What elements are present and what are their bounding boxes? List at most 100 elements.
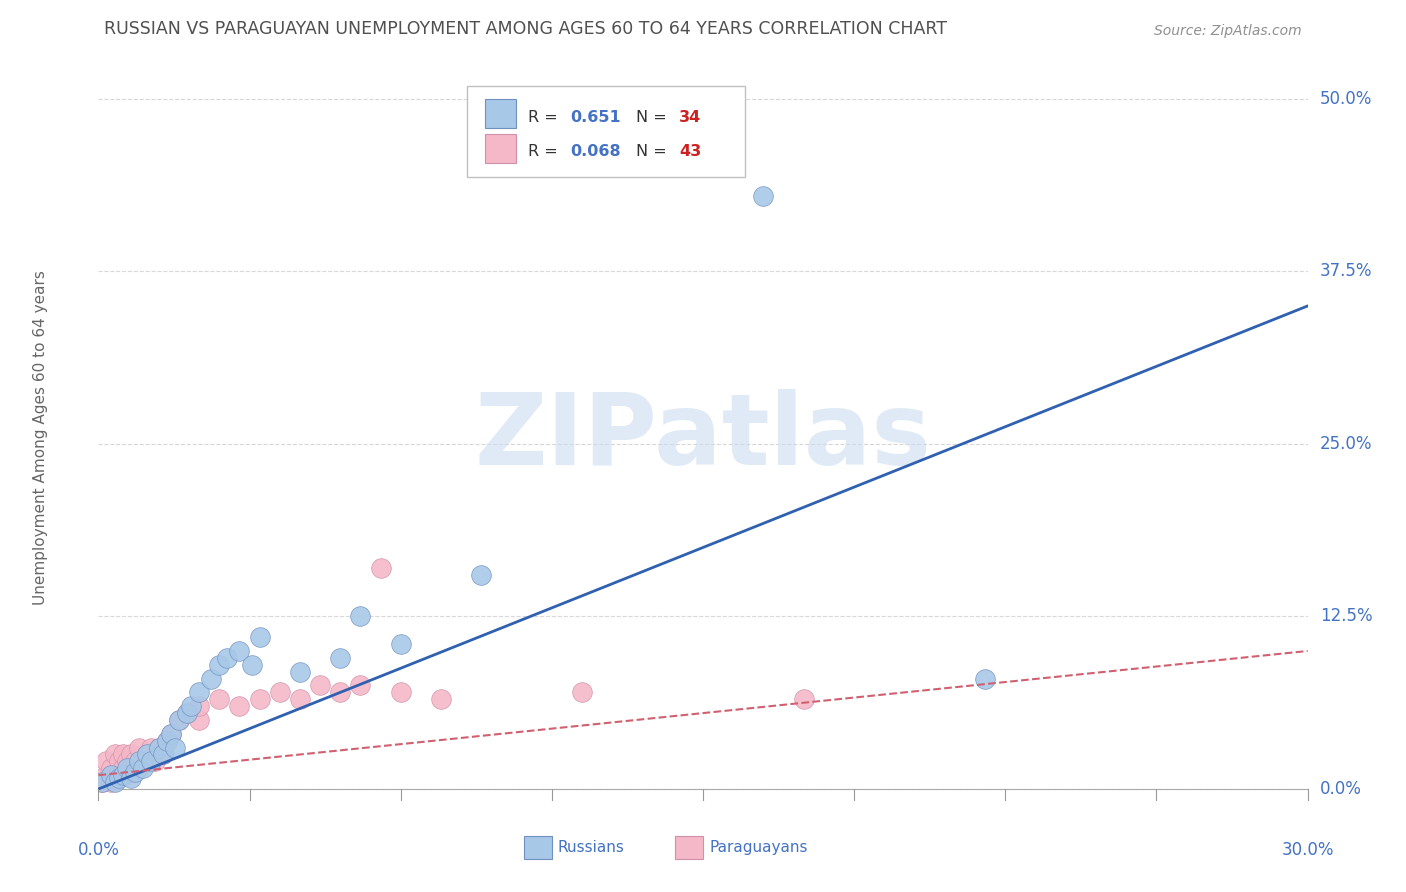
Text: Russians: Russians (558, 840, 624, 855)
Point (167, 713, 190, 727)
Point (107, 755, 129, 769)
Point (180, 699, 202, 714)
Point (571, 685, 593, 699)
Point (132, 755, 155, 769)
FancyBboxPatch shape (485, 134, 516, 163)
Point (793, 692, 815, 706)
Text: N =: N = (637, 145, 672, 160)
Point (115, 755, 138, 769)
Point (128, 740, 150, 755)
Point (176, 706, 198, 720)
Point (91, 775, 114, 789)
Text: 0.651: 0.651 (569, 110, 620, 125)
Point (249, 692, 271, 706)
Point (470, 568, 492, 582)
Point (96, 768, 118, 782)
Point (309, 678, 332, 692)
Point (156, 733, 179, 747)
Text: RUSSIAN VS PARAGUAYAN UNEMPLOYMENT AMONG AGES 60 TO 64 YEARS CORRELATION CHART: RUSSIAN VS PARAGUAYAN UNEMPLOYMENT AMONG… (104, 21, 948, 38)
Point (111, 747, 134, 762)
Text: Source: ZipAtlas.com: Source: ZipAtlas.com (1154, 24, 1302, 38)
Point (139, 740, 162, 755)
Point (228, 644, 250, 658)
Point (143, 755, 166, 769)
Point (103, 775, 125, 789)
Text: R =: R = (527, 110, 562, 125)
Point (91, 775, 114, 789)
Point (111, 761, 134, 775)
Point (120, 761, 142, 775)
Point (128, 755, 150, 769)
Text: 12.5%: 12.5% (1320, 607, 1372, 625)
Point (430, 692, 453, 706)
Point (115, 768, 138, 782)
Point (208, 692, 231, 706)
Point (188, 685, 211, 699)
Point (120, 771, 142, 785)
Text: ZIPatlas: ZIPatlas (475, 389, 931, 485)
Point (200, 672, 222, 686)
FancyBboxPatch shape (524, 836, 551, 859)
Point (148, 740, 170, 755)
FancyBboxPatch shape (485, 99, 516, 128)
Text: 34: 34 (679, 110, 702, 125)
Text: Paraguayans: Paraguayans (709, 840, 807, 855)
Text: 50.0%: 50.0% (1320, 90, 1372, 108)
FancyBboxPatch shape (675, 836, 703, 859)
Point (160, 727, 183, 741)
Text: 0.068: 0.068 (569, 145, 620, 160)
Point (176, 706, 198, 720)
Point (329, 685, 352, 699)
Text: R =: R = (527, 145, 562, 160)
Point (188, 699, 211, 714)
Point (139, 755, 162, 769)
Text: 43: 43 (679, 145, 702, 160)
Point (329, 651, 352, 665)
Text: 30.0%: 30.0% (1281, 841, 1334, 860)
Point (163, 740, 186, 755)
Point (152, 747, 174, 762)
Point (152, 747, 174, 762)
Point (249, 630, 271, 644)
Point (240, 657, 263, 672)
Point (269, 685, 291, 699)
Point (349, 609, 371, 624)
Point (107, 768, 129, 782)
Point (124, 765, 146, 780)
Point (208, 657, 231, 672)
Point (288, 665, 311, 679)
Point (103, 771, 125, 785)
Point (100, 761, 122, 775)
Point (156, 733, 179, 747)
Point (167, 713, 190, 727)
Point (974, 672, 997, 686)
Point (349, 678, 371, 692)
Text: N =: N = (637, 110, 672, 125)
Point (124, 755, 146, 769)
Point (148, 740, 170, 755)
Text: 0.0%: 0.0% (1320, 780, 1361, 798)
Point (160, 727, 183, 741)
Point (103, 747, 125, 762)
Point (288, 692, 311, 706)
Point (107, 771, 129, 785)
Point (135, 747, 157, 762)
Point (111, 768, 134, 782)
Point (96, 755, 118, 769)
Point (389, 637, 412, 651)
Point (389, 685, 412, 699)
Point (135, 747, 157, 762)
Point (188, 713, 211, 727)
Point (120, 747, 142, 762)
Point (128, 761, 150, 775)
Point (228, 699, 250, 714)
Point (100, 768, 122, 782)
Text: 25.0%: 25.0% (1320, 435, 1372, 453)
Point (115, 761, 138, 775)
Point (100, 775, 122, 789)
Text: 0.0%: 0.0% (77, 841, 120, 860)
Point (217, 651, 239, 665)
Point (132, 761, 155, 775)
Text: Unemployment Among Ages 60 to 64 years: Unemployment Among Ages 60 to 64 years (32, 269, 48, 605)
FancyBboxPatch shape (467, 86, 745, 178)
